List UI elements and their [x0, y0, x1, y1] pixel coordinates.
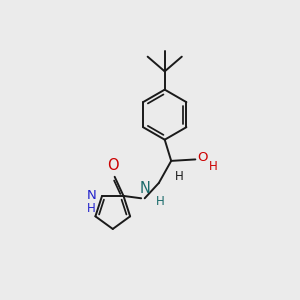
Text: H: H [208, 160, 217, 173]
Text: H: H [175, 170, 184, 183]
Text: H: H [156, 195, 165, 208]
Text: N: N [139, 181, 150, 196]
Text: N: N [87, 189, 97, 203]
Text: O: O [107, 158, 119, 173]
Text: H: H [86, 202, 95, 215]
Text: O: O [197, 152, 208, 164]
